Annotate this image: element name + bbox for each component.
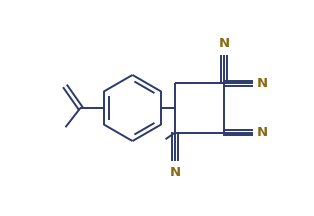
Text: N: N [257, 77, 268, 90]
Text: N: N [257, 126, 268, 139]
Text: N: N [170, 166, 181, 179]
Text: N: N [219, 37, 230, 50]
